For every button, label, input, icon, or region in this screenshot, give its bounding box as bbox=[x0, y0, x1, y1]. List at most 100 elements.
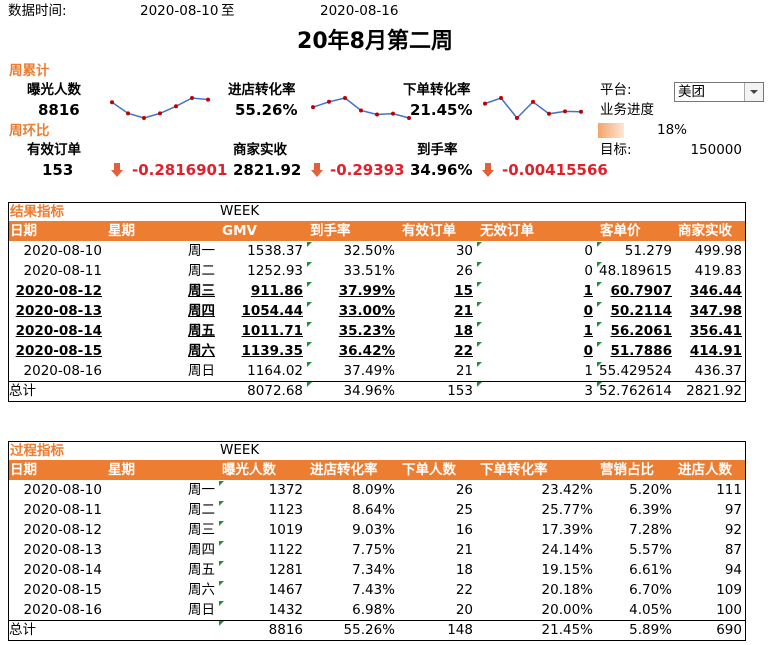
down-arrow-icon bbox=[482, 163, 494, 177]
sparkline-point bbox=[531, 99, 535, 104]
cell: 4.05% bbox=[629, 602, 672, 618]
cell-flag bbox=[219, 561, 224, 566]
cell: 2020-08-15 bbox=[15, 343, 102, 359]
column-header: 营销占比 bbox=[600, 462, 654, 478]
cell: 109 bbox=[716, 582, 742, 598]
cell: 6.70% bbox=[629, 582, 672, 598]
start-date: 2020-08-10 bbox=[140, 3, 219, 19]
cell: 6.39% bbox=[629, 502, 672, 518]
cell-flag bbox=[477, 282, 482, 287]
date-label: 数据时间: bbox=[8, 3, 67, 19]
cell: 499.98 bbox=[694, 243, 742, 259]
progress-bar bbox=[598, 123, 625, 138]
table-label: 结果指标 bbox=[10, 204, 64, 220]
cell-flag bbox=[219, 581, 224, 586]
column-header: GMV bbox=[222, 223, 257, 239]
cell-flag bbox=[219, 501, 224, 506]
cell: 2020-08-16 bbox=[23, 363, 102, 379]
cell-flag bbox=[307, 362, 312, 367]
cell: 周三 bbox=[188, 522, 215, 538]
cell: 2020-08-10 bbox=[23, 243, 102, 259]
cell-flag bbox=[307, 382, 312, 387]
cell: 2020-08-14 bbox=[15, 323, 102, 339]
cell: 50.2114 bbox=[610, 303, 673, 319]
table-border bbox=[745, 202, 746, 402]
cell: 2020-08-15 bbox=[23, 582, 102, 598]
sparkline-point bbox=[483, 101, 487, 106]
cell: 周三 bbox=[188, 283, 215, 299]
cell: 2020-08-11 bbox=[23, 263, 102, 279]
column-header: 到手率 bbox=[310, 223, 351, 239]
total-cell: 2821.92 bbox=[686, 383, 742, 399]
cell: 1054.44 bbox=[241, 303, 304, 319]
week-label: WEEK bbox=[220, 203, 260, 219]
wow-name: 到手率 bbox=[417, 142, 458, 158]
cell-flag bbox=[597, 322, 602, 327]
platform-dropdown[interactable]: 美团 bbox=[674, 82, 764, 102]
table-header: 日期 星期 曝光人数 进店转化率 下单人数 下单转化率 营销占比 进店人数 bbox=[8, 460, 745, 480]
metric-name: 进店转化率 bbox=[228, 82, 296, 98]
column-header: 商家实收 bbox=[678, 223, 732, 239]
column-header: 日期 bbox=[10, 223, 37, 239]
cell: 1164.02 bbox=[247, 363, 303, 379]
wow-change: -0.2816901 bbox=[132, 161, 228, 179]
cell: 0 bbox=[584, 243, 593, 259]
total-cell: 总计 bbox=[9, 622, 36, 638]
cell: 419.83 bbox=[694, 263, 742, 279]
column-header: 进店转化率 bbox=[310, 462, 378, 478]
metric-value: 55.26% bbox=[235, 101, 298, 119]
sparkline-point bbox=[190, 96, 194, 100]
wow-value: 153 bbox=[42, 161, 74, 179]
cell: 周一 bbox=[188, 243, 215, 259]
cell-flag bbox=[597, 362, 602, 367]
table-border bbox=[8, 381, 746, 382]
cell-flag bbox=[307, 322, 312, 327]
cell: 30 bbox=[455, 243, 473, 259]
total-cell: 3 bbox=[584, 383, 593, 399]
wow-change: -0.29393 bbox=[330, 161, 405, 179]
cell: 21 bbox=[455, 363, 473, 379]
cell: 414.91 bbox=[689, 343, 742, 359]
down-arrow-icon bbox=[111, 163, 123, 177]
sparkline-point bbox=[375, 112, 379, 117]
cell: 23.42% bbox=[541, 482, 593, 498]
sparkline-point bbox=[158, 111, 162, 116]
cell: 20 bbox=[455, 602, 473, 618]
column-header: 星期 bbox=[108, 223, 135, 239]
cell: 18 bbox=[454, 323, 473, 339]
down-arrow bbox=[110, 162, 124, 178]
sparkline-point bbox=[142, 116, 146, 120]
cell: 1252.93 bbox=[247, 263, 303, 279]
sparkline-point bbox=[407, 116, 411, 120]
sparkline-point bbox=[547, 111, 551, 116]
cell: 36.42% bbox=[338, 343, 395, 359]
cell: 周四 bbox=[188, 542, 215, 558]
table-border bbox=[8, 401, 746, 402]
sparkline bbox=[483, 96, 583, 120]
cell: 347.98 bbox=[689, 303, 742, 319]
table-border bbox=[8, 441, 9, 641]
dropdown-button[interactable] bbox=[744, 83, 763, 101]
cell: 周日 bbox=[188, 602, 215, 618]
column-header: 无效订单 bbox=[480, 223, 534, 239]
cell: 25 bbox=[455, 502, 473, 518]
total-cell: 690 bbox=[716, 622, 742, 638]
table-border bbox=[8, 202, 746, 203]
total-cell: 55.26% bbox=[343, 622, 395, 638]
target-value: 150000 bbox=[690, 142, 742, 158]
cell-flag bbox=[307, 262, 312, 267]
cell: 26 bbox=[455, 263, 473, 279]
total-cell: 21.45% bbox=[541, 622, 593, 638]
sparkline-point bbox=[499, 96, 503, 100]
cell-flag bbox=[219, 481, 224, 486]
cell-flag bbox=[597, 382, 602, 387]
cell: 1 bbox=[584, 363, 593, 379]
sparkline-point bbox=[343, 96, 347, 100]
cell: 22 bbox=[454, 343, 473, 359]
dropdown-icon bbox=[750, 90, 758, 94]
cell: 6.98% bbox=[352, 602, 395, 618]
sparkline-point bbox=[311, 105, 315, 110]
column-header: 客单价 bbox=[600, 223, 641, 239]
column-header: 星期 bbox=[108, 462, 135, 478]
